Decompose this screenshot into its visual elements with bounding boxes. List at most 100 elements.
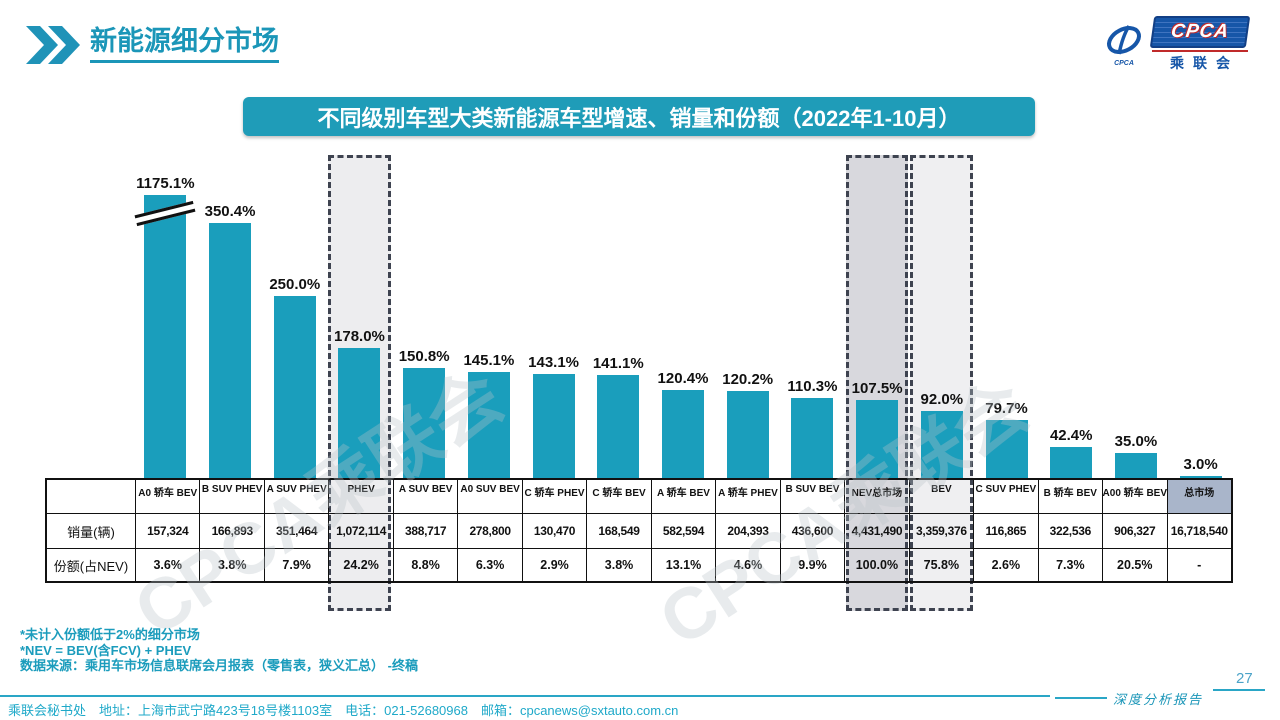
table-header-cell: NEV总市场 [844,480,908,513]
table-cell: 116,865 [973,513,1038,548]
bar-value-label: 1175.1% [136,175,195,192]
cpca-logo: CPCA CPCA 乘联会 [1100,16,1251,73]
page-title: 新能源细分市场 [90,24,279,63]
cpca-logo-text: CPCA [1169,21,1231,42]
table-header-cell: C SUV PHEV [973,480,1037,513]
table-cell: 1,072,114 [328,513,393,548]
footnote-line: *NEV = BEV(含FCV) + PHEV [20,642,192,658]
cpca-logo-cn-text: 乘联会 [1152,50,1248,73]
bar [661,390,704,478]
cpca-emblem-icon: CPCA [1107,24,1141,67]
report-label-row: 深度分析报告 [1055,688,1265,707]
table-cell: 322,536 [1037,513,1103,548]
table-cell: 436,600 [779,513,845,548]
table-cell: 2.6% [973,548,1038,581]
bar-value-label: 120.2% [722,370,774,388]
table-cell: - [1166,548,1231,581]
bar-cell: 1175.1% [133,155,198,478]
bar-cell: 79.7% [974,155,1039,478]
highlight-box [845,155,909,611]
table-cell: 8.8% [392,548,458,581]
table-header-cell: C 轿车 PHEV [521,480,586,513]
bar-cell: 110.3% [780,155,845,478]
footer-divider [0,695,1050,697]
table-cell: 278,800 [457,513,522,548]
svg-text:CPCA: CPCA [1114,60,1134,67]
bar [1050,447,1093,478]
bar [726,390,769,478]
table-row-label: 销量(辆) [47,513,135,548]
table-header-cell: B 轿车 BEV [1037,480,1102,513]
table-header-cell: A0 SUV BEV [457,480,521,513]
table-header-cell: PHEV [328,480,392,513]
footnote-line: 数据来源：乘用车市场信息联席会月报表（零售表，狭义汇总） -终稿 [20,658,418,673]
bar [338,348,381,478]
table-header-cell: A00 轿车 BEV [1102,480,1167,513]
bar-value-label: 35.0% [1114,432,1158,450]
page-number: 27 [1236,670,1253,687]
bar-value-label: 92.0% [920,391,964,409]
bar-value-label: 143.1% [528,353,580,371]
table-row-label: 份额(占NEV) [47,548,135,581]
bar-cell: 120.4% [651,155,716,478]
double-chevron-icon [26,26,80,64]
bar [597,375,640,478]
bar-cell: 120.2% [715,155,780,478]
decorative-line [1213,689,1265,691]
bar [209,222,252,478]
table-header-cell: A 轿车 PHEV [715,480,779,513]
bar-cell: 150.8% [392,155,457,478]
table-cell: 3.8% [199,548,264,581]
bar [791,397,834,478]
bar-value-label: 145.1% [463,352,515,370]
table-cell: 168,549 [586,513,651,548]
table-cell: 2.9% [521,548,587,581]
table-cell: 4,431,490 [844,513,909,548]
bar-value-label: 350.4% [204,202,256,220]
bar-value-label: 120.4% [657,370,709,388]
bar-cell: 145.1% [457,155,522,478]
table-cell: 351,464 [263,513,329,548]
table-cell: 7.9% [263,548,329,581]
cpca-logo-box: CPCA [1149,16,1251,48]
table-cell: 166,893 [199,513,264,548]
chart-title-banner: 不同级别车型大类新能源车型增速、销量和份额（2022年1-10月） [243,97,1035,136]
bar [1114,452,1157,478]
bar-cell: 107.5% [845,155,910,478]
bar-value-label: 107.5% [851,379,903,397]
table-cell: 16,718,540 [1166,513,1231,548]
footnote-line: *未计入份额低于2%的细分市场 [20,627,200,642]
bar-cell: 350.4% [198,155,263,478]
decorative-line [1055,697,1107,699]
table-header-cell: B SUV BEV [779,480,844,513]
bar-cell: 3.0% [1168,155,1233,478]
bar-cell: 141.1% [586,155,651,478]
bar-cell: 42.4% [1039,155,1104,478]
table-cell: 130,470 [521,513,587,548]
bar-value-label: 141.1% [592,355,644,373]
bar [920,411,963,478]
table-cell: 20.5% [1102,548,1167,581]
bar-value-label: 42.4% [1049,427,1093,445]
table-cell: 9.9% [779,548,845,581]
table-cell: 75.8% [908,548,974,581]
bar-cell: 35.0% [1104,155,1169,478]
chart-area: 1175.1% 350.4% 250.0% 178.0% 150.8% 145.1% 143… [45,155,1233,662]
table-cell: 388,717 [392,513,458,548]
bar-cell: 250.0% [262,155,327,478]
bar-value-label: 3.0% [1183,455,1218,473]
bar [134,195,196,478]
bar [856,399,899,478]
table-cell: 24.2% [328,548,393,581]
header: 新能源细分市场 [26,24,279,64]
bars-row: 1175.1% 350.4% 250.0% 178.0% 150.8% 145.1% 143… [45,155,1233,478]
table-header-cell: 总市场 [1166,480,1231,513]
bar [403,368,446,478]
table-header-cell: A SUV BEV [392,480,457,513]
axis-break-mark [134,200,196,227]
table-cell: 7.3% [1037,548,1103,581]
highlight-box [910,155,974,611]
bar-value-label: 150.8% [398,348,450,366]
table-cell: 3,359,376 [908,513,974,548]
footnotes: *未计入份额低于2%的细分市场 *NEV = BEV(含FCV) + PHEV … [20,627,418,674]
